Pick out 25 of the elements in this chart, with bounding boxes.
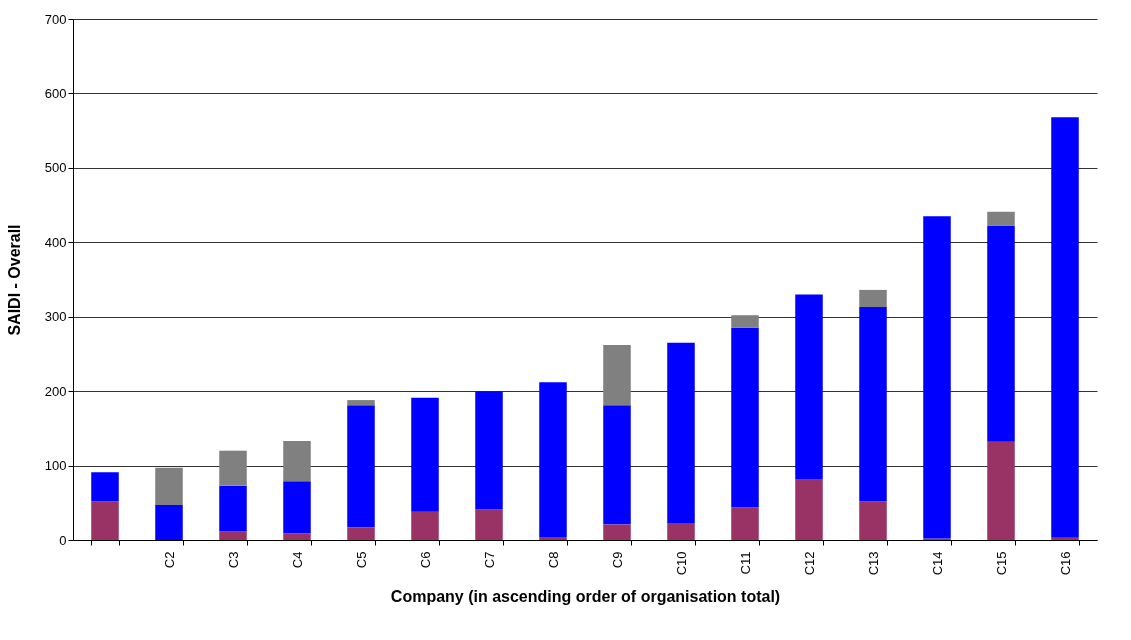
y-tick-label: 100 <box>44 458 67 474</box>
x-tick-label: C11 <box>737 551 753 575</box>
x-tick-label: C8 <box>545 551 561 569</box>
x-tick-label: C5 <box>353 551 369 569</box>
x-tick-label: C6 <box>417 551 433 569</box>
y-tick-label: 300 <box>44 309 67 325</box>
x-tick-label: C2 <box>161 551 177 569</box>
y-tick-label: 0 <box>59 532 67 548</box>
y-axis-title: SAIDI - Overall <box>5 224 23 336</box>
x-tick-label: C14 <box>929 551 945 576</box>
x-tick-label: C16 <box>1057 551 1073 576</box>
y-tick-label: 600 <box>44 85 67 101</box>
x-tick-label: C15 <box>993 551 1009 576</box>
x-tick-label: C9 <box>609 551 625 569</box>
x-tick-label: C4 <box>289 551 305 569</box>
x-tick-label: C12 <box>801 551 817 576</box>
x-axis-title: Company (in ascending order of organisation total) <box>390 588 781 606</box>
y-tick-label: 500 <box>44 160 67 176</box>
y-tick-label: 200 <box>44 383 67 399</box>
y-tick-label: 400 <box>44 234 67 250</box>
x-tick-label: C3 <box>225 551 241 569</box>
x-tick-label: C7 <box>481 551 497 569</box>
x-tick-label: C10 <box>673 551 689 576</box>
y-tick-label: 700 <box>44 11 67 27</box>
x-tick-label: C13 <box>865 551 881 576</box>
